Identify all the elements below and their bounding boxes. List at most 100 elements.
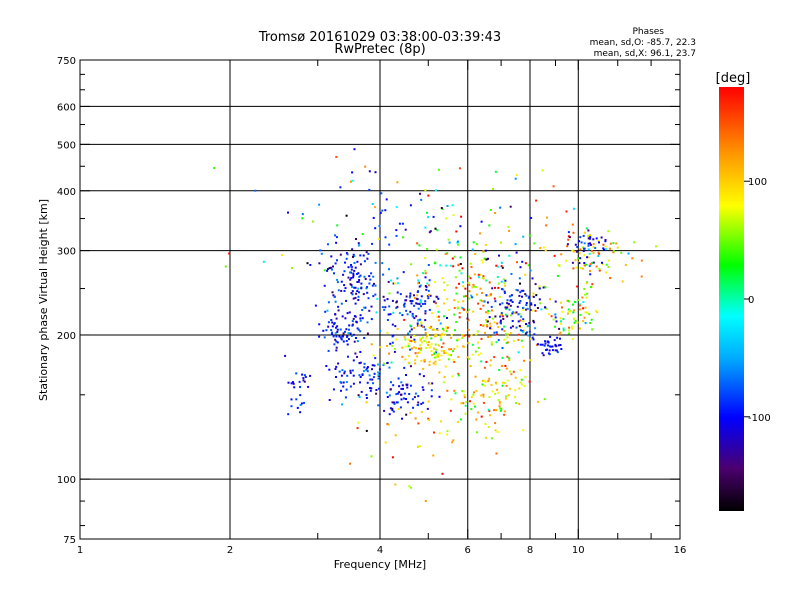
data-point [520,289,523,292]
data-point [494,381,497,384]
data-point [355,292,358,295]
data-point [584,311,587,314]
data-point [579,303,582,306]
data-point [327,243,329,246]
data-point [487,379,490,382]
data-point [530,302,533,305]
data-point [334,262,337,265]
data-point [338,370,341,373]
data-point [554,316,557,319]
data-point [499,319,502,322]
data-point [414,347,417,350]
data-point [424,319,427,322]
data-point [527,297,530,300]
data-point [425,337,428,340]
data-point [345,252,348,255]
data-point [327,301,330,304]
data-point [511,320,514,322]
data-point [462,300,465,303]
data-point [546,216,548,219]
data-point [531,336,534,339]
data-point [344,317,347,320]
data-point [530,337,532,340]
data-point [604,240,607,243]
data-point [497,265,499,268]
data-point [419,192,421,195]
data-point [526,307,529,310]
data-point [357,328,360,331]
data-point [427,284,430,287]
data-point [500,322,502,325]
data-point [302,379,305,382]
data-point [601,263,604,266]
data-point [373,282,375,285]
data-point [413,338,416,341]
data-point [453,361,456,363]
data-point [475,333,478,336]
data-point [531,309,534,312]
data-point [519,319,522,322]
data-point [518,301,521,304]
data-point [484,423,487,425]
data-point [633,241,636,244]
data-point [389,342,392,345]
data-point [443,350,446,352]
data-point [435,351,438,354]
data-point [556,336,559,339]
data-point [522,318,525,321]
data-point [581,246,584,249]
data-point [587,244,590,247]
data-point [365,401,368,404]
data-point [382,273,385,276]
data-point [408,330,411,333]
data-point [540,308,543,311]
data-point [515,326,518,329]
data-point [589,234,592,237]
data-point [391,344,394,347]
data-point [357,280,360,283]
data-point [588,237,591,240]
data-point [515,288,518,291]
data-point [485,319,488,321]
data-point [424,347,427,349]
data-point [364,306,367,309]
data-point [504,279,507,282]
data-point [440,346,443,349]
data-point [541,343,544,346]
data-point [363,306,366,309]
y-tick-label: 400 [57,187,76,198]
data-point [459,418,462,421]
data-point [352,253,355,256]
data-point [326,309,329,312]
data-point [357,421,360,424]
data-point [411,300,414,302]
data-point [572,231,575,234]
data-point [462,295,465,298]
data-point [503,292,506,294]
data-point [292,381,294,384]
data-point [537,400,540,403]
data-point [587,248,590,251]
data-point [420,305,423,308]
data-point [544,306,546,309]
data-point [370,318,373,321]
data-point [417,324,420,327]
data-point [473,273,476,276]
data-point [336,236,338,239]
data-point [366,291,369,294]
data-point [517,333,520,336]
data-point [428,308,431,311]
data-point [573,317,576,320]
data-point [461,267,464,270]
data-point [511,312,514,315]
data-point [404,345,407,348]
data-point [502,288,505,291]
data-point [488,281,491,284]
data-point [525,308,528,311]
data-point [477,273,480,276]
data-point [519,282,521,285]
data-point [543,344,546,347]
data-point [396,291,399,294]
data-point [522,309,525,312]
data-point [351,293,354,296]
